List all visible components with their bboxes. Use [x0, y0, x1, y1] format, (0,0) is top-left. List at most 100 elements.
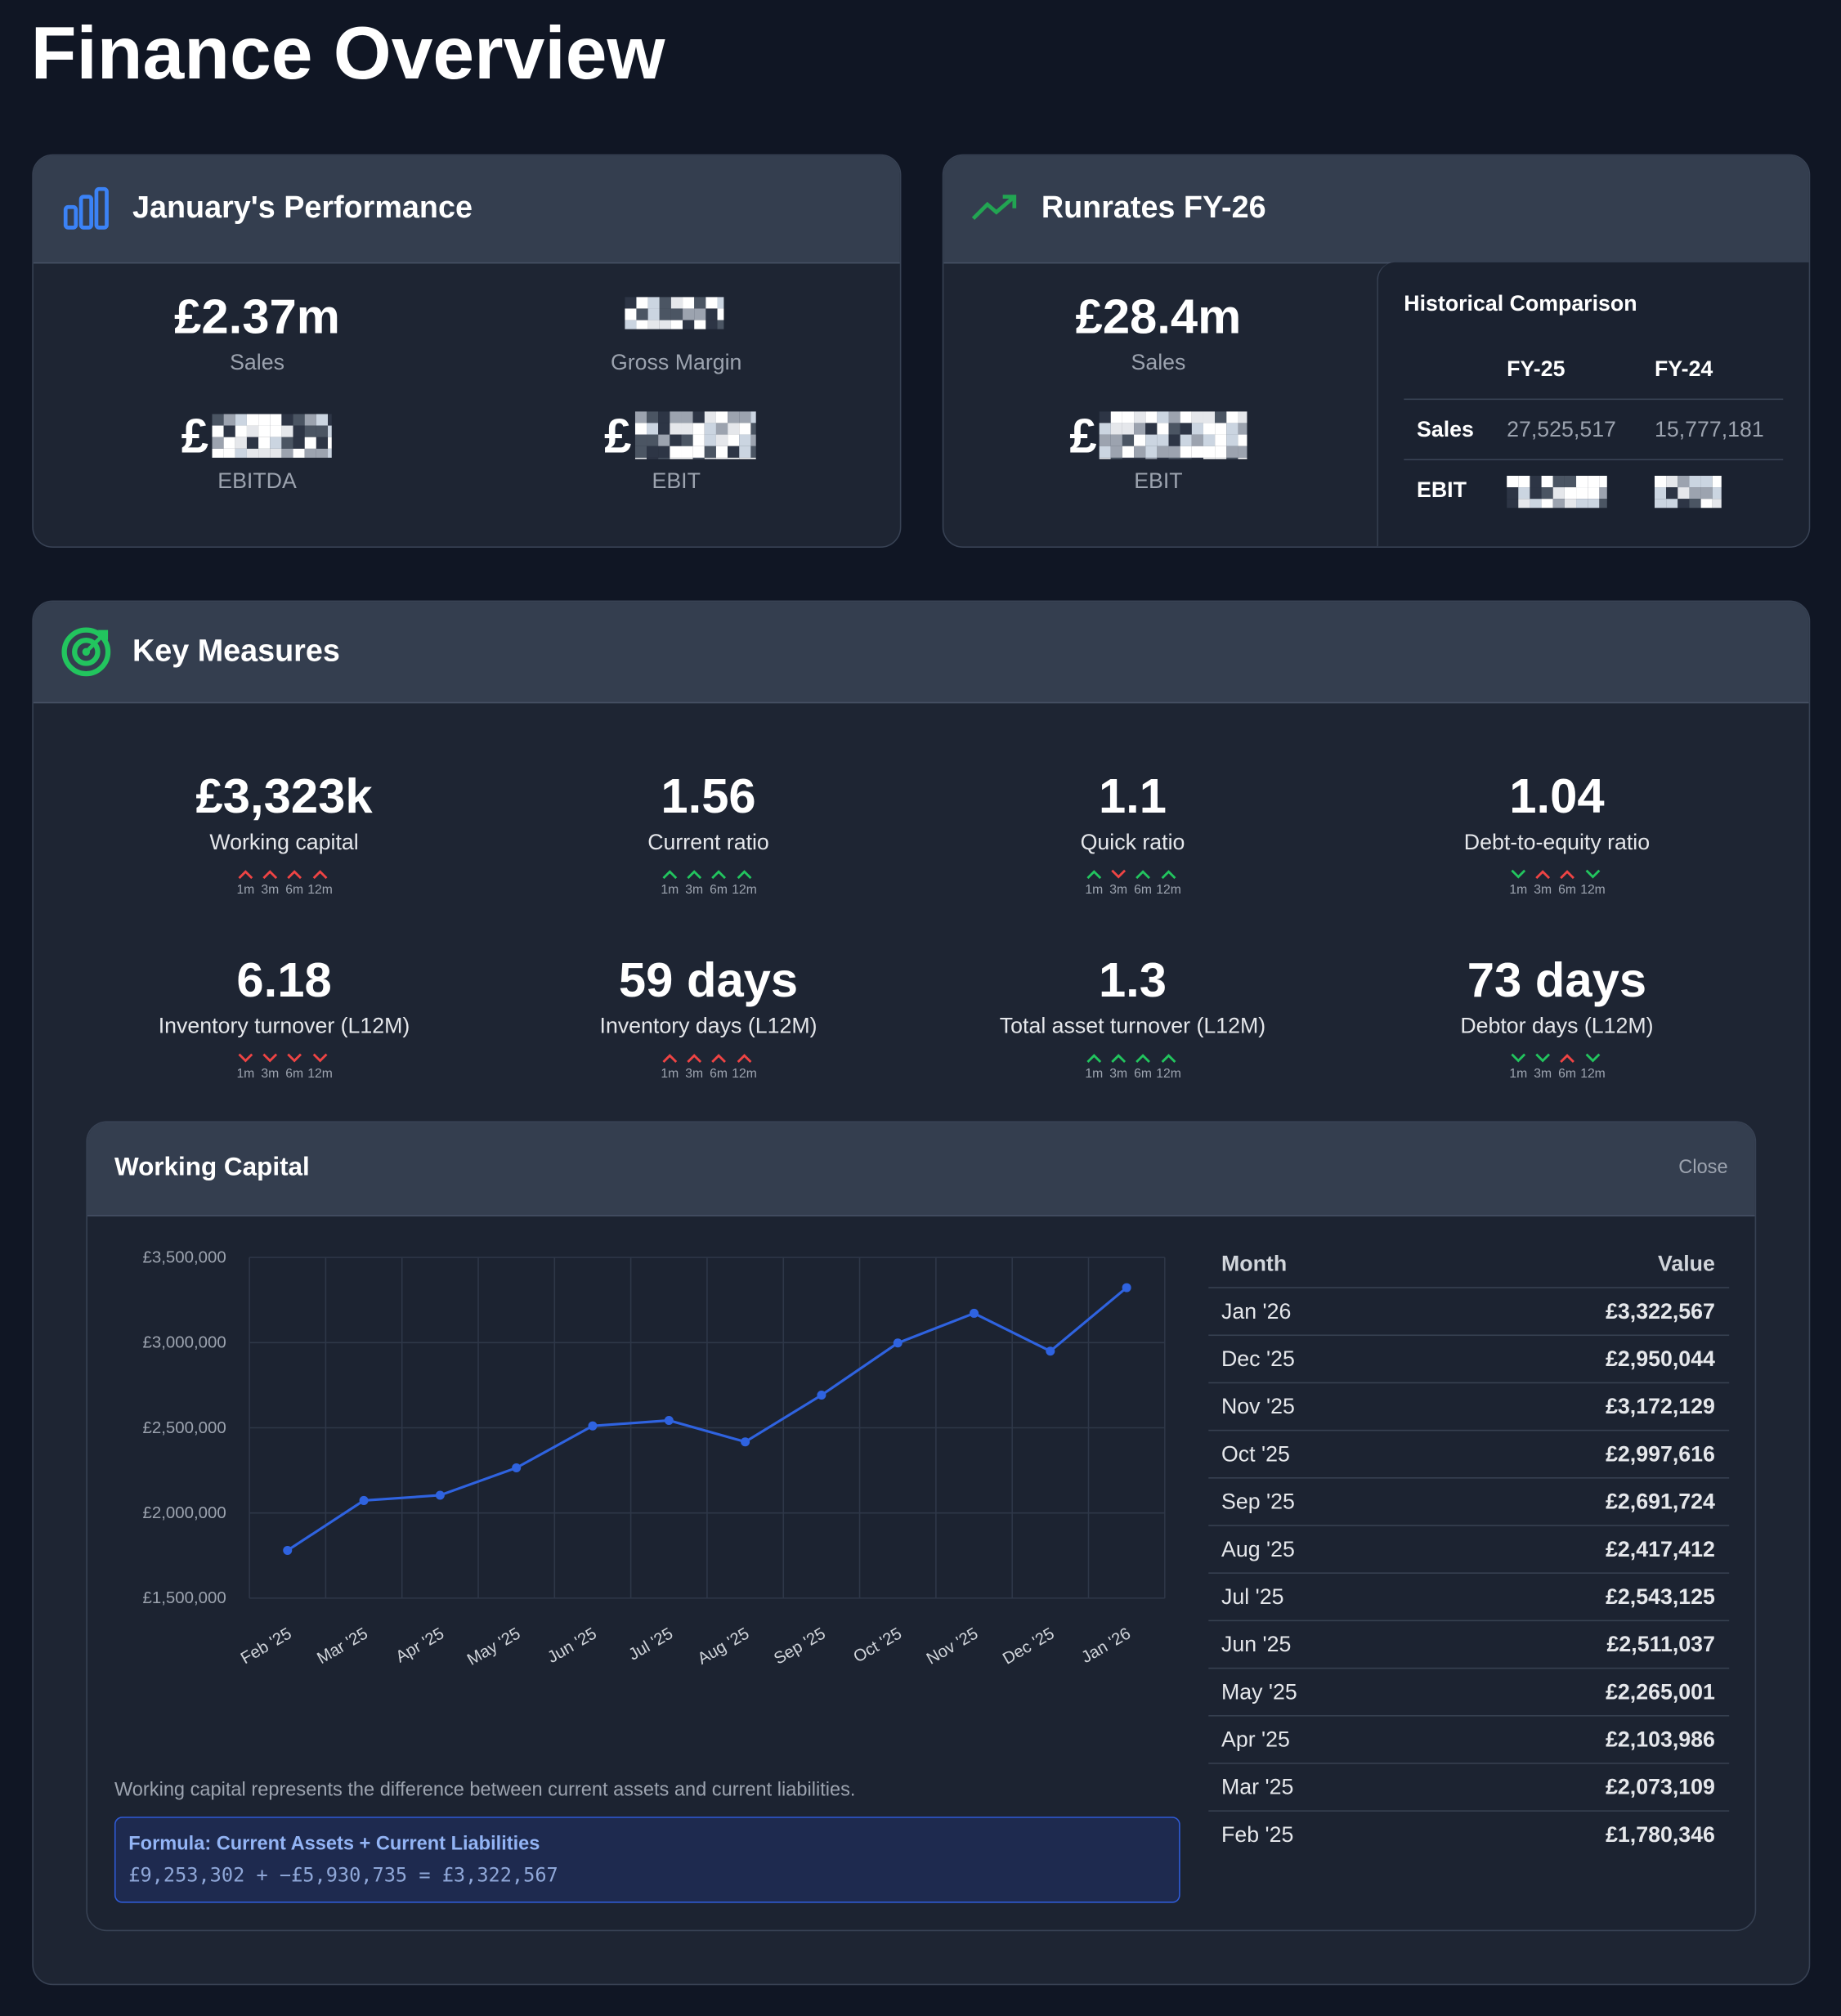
redacted	[212, 414, 332, 458]
redacted-pixel	[1157, 434, 1169, 446]
period-label: 12m	[307, 883, 333, 898]
period-label: 3m	[1534, 1067, 1552, 1082]
redacted-pixel	[270, 425, 282, 437]
redacted-pixel	[681, 446, 693, 458]
table-cell: May '25	[1221, 1679, 1297, 1705]
redacted-pixel	[223, 414, 235, 426]
redacted-pixel	[1168, 446, 1180, 458]
trend-arrow	[687, 870, 702, 880]
x-tick-label: Jul '25	[625, 1624, 676, 1664]
trend-arrow	[662, 870, 678, 880]
redacted-pixel	[1168, 423, 1180, 435]
chevron	[737, 870, 752, 880]
redacted-pixel	[670, 297, 683, 309]
redacted-pixel	[1530, 487, 1542, 500]
chevron	[1111, 1054, 1127, 1064]
period-label: 3m	[261, 1067, 280, 1082]
redacted-pixel	[316, 414, 329, 426]
redacted-pixel	[704, 434, 716, 446]
table-cell: £3,172,129	[1606, 1394, 1715, 1419]
redacted-pixel	[1576, 475, 1588, 488]
redacted-pixel	[634, 423, 647, 435]
kpi-value: £	[604, 410, 632, 464]
trend-arrow	[737, 870, 752, 880]
x-tick-label: Dec '25	[1000, 1624, 1058, 1668]
redacted-pixel	[1099, 434, 1111, 446]
kpi-label: EBIT	[1134, 468, 1183, 494]
period-label: 3m	[685, 1067, 704, 1082]
redacted-pixel	[1507, 475, 1519, 488]
row-divider	[1208, 1572, 1730, 1574]
redacted-pixel	[328, 414, 332, 426]
redacted-pixel	[1157, 423, 1169, 435]
redacted-pixel	[750, 423, 756, 435]
chevron	[1161, 870, 1176, 880]
redacted-pixel	[636, 320, 648, 329]
point	[1046, 1346, 1055, 1356]
redacted-pixel	[1191, 457, 1203, 459]
table-cell: Nov '25	[1221, 1394, 1295, 1419]
redacted-pixel	[728, 423, 740, 435]
redacted-pixel	[1666, 499, 1678, 508]
redacted-pixel	[1203, 457, 1216, 459]
redacted-pixel	[670, 423, 682, 435]
redacted-pixel	[1180, 457, 1192, 459]
trend-icon	[971, 195, 1017, 221]
target-icon	[61, 627, 111, 677]
y-tick-label: £3,500,000	[142, 1248, 226, 1266]
redacted-pixel	[1588, 499, 1600, 508]
redacted-pixel	[1122, 446, 1135, 458]
redacted-pixel	[739, 457, 751, 459]
formula-box	[114, 1817, 1180, 1903]
redacted-pixel	[1712, 487, 1722, 500]
chevron	[312, 870, 328, 880]
point	[588, 1421, 598, 1431]
redacted-pixel	[235, 425, 247, 437]
redacted-pixel	[1191, 446, 1203, 458]
redacted-pixel	[647, 434, 659, 446]
measure-value: 73 days	[1467, 953, 1647, 1008]
kpi-label: Sales	[1131, 350, 1186, 375]
redacted-pixel	[1588, 487, 1600, 500]
redacted-pixel	[647, 446, 659, 458]
section-title: Historical Comparison	[1404, 291, 1637, 316]
period-label: 3m	[1109, 1067, 1128, 1082]
redacted-pixel	[1157, 411, 1169, 423]
redacted-pixel	[212, 414, 224, 426]
x-tick-label: Apr '25	[392, 1624, 447, 1666]
period-label: 6m	[285, 883, 304, 898]
period-label: 3m	[261, 883, 280, 898]
redacted-pixel	[1099, 423, 1111, 435]
chevron	[1086, 1054, 1102, 1064]
line	[286, 1286, 1128, 1552]
period-label: 1m	[236, 883, 255, 898]
row-divider	[1208, 1287, 1730, 1288]
redacted-pixel	[1215, 434, 1227, 446]
redacted-pixel	[1700, 487, 1713, 500]
kpi-label: EBIT	[652, 468, 701, 494]
chevron	[662, 1054, 678, 1064]
formula-expression: £9,253,302 + −£5,930,735 = £3,322,567	[128, 1863, 558, 1887]
redacted-pixel	[647, 320, 660, 329]
redacted-pixel	[634, 434, 647, 446]
x-tick-label: May '25	[464, 1624, 524, 1669]
period-label: 3m	[1534, 883, 1552, 898]
redacted-pixel	[683, 297, 695, 309]
chevron	[1560, 870, 1574, 880]
redacted-pixel	[704, 411, 716, 423]
redacted-pixel	[328, 437, 332, 449]
redacted-pixel	[304, 425, 316, 437]
kpi-value: £	[181, 410, 208, 464]
redacted-pixel	[1122, 434, 1135, 446]
redacted-pixel	[1576, 487, 1588, 500]
card-header	[33, 602, 1809, 704]
redacted-pixel	[1599, 499, 1607, 508]
redacted-pixel	[1099, 457, 1111, 459]
redacted-pixel	[1678, 499, 1690, 508]
row-divider	[1404, 459, 1784, 461]
redacted-pixel	[717, 297, 724, 309]
formula-title: Formula: Current Assets + Current Liabil…	[128, 1832, 540, 1855]
period-label: 6m	[710, 1067, 728, 1082]
close-button[interactable]: Close	[1678, 1156, 1728, 1179]
